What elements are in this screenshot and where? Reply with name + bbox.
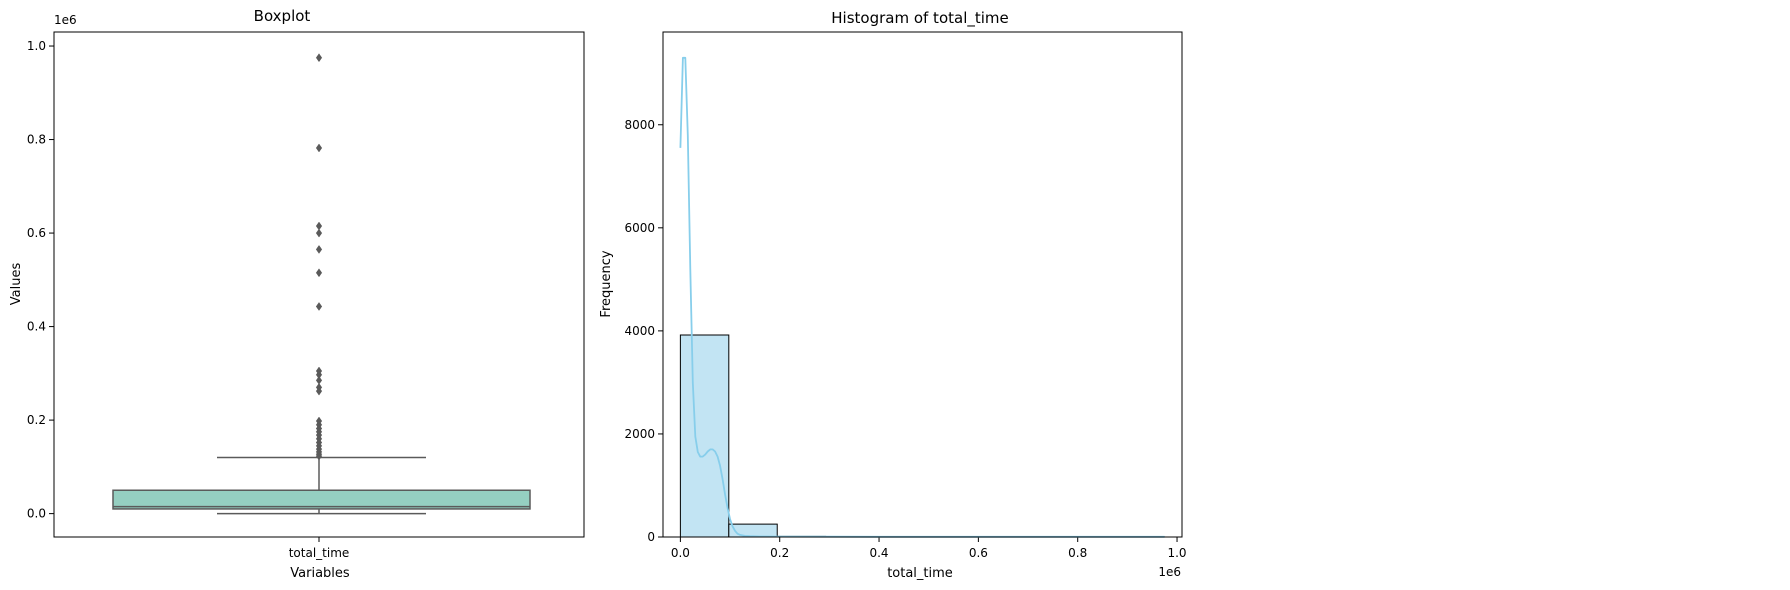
boxplot-outlier: [315, 386, 323, 396]
boxplot-y-tick-label: 1.0: [27, 39, 46, 53]
boxplot-y-tick-label: 0.6: [27, 226, 46, 240]
boxplot-y-offset-label: 1e6: [54, 13, 77, 27]
boxplot-box: [112, 489, 531, 510]
boxplot-outlier: [315, 228, 323, 238]
boxplot-y-tick-label: 0.8: [27, 133, 46, 147]
histogram-y-tick-label: 0: [647, 530, 655, 544]
boxplot-outlier: [315, 244, 323, 254]
histogram-axes-frame: [662, 31, 1183, 538]
histogram-y-tick-label: 8000: [624, 118, 655, 132]
histogram-x-tick-label: 1.0: [1167, 546, 1186, 560]
histogram-bar: [728, 523, 778, 538]
histogram-x-axis-title: total_time: [887, 566, 953, 581]
boxplot-outlier: [315, 53, 323, 63]
boxplot-outlier: [315, 302, 323, 311]
boxplot-axes-frame: [53, 31, 585, 538]
histogram-y-axis-title: Frequency: [599, 250, 614, 317]
histogram-marks: [679, 56, 1166, 538]
histogram-x-tick-label: 0.6: [969, 546, 988, 560]
histogram-x-tick-label: 0.4: [869, 546, 888, 560]
boxplot-panel: Boxplot 1e6 0.0 0.2 0.4 0.6 0.8 1.0 total_time…: [9, 7, 585, 581]
histogram-y-tick-label: 6000: [624, 221, 655, 235]
boxplot-y-tick-label: 0.2: [27, 413, 46, 427]
histogram-y-tick-label: 2000: [624, 427, 655, 441]
boxplot-ticks: 0.0 0.2 0.4 0.6 0.8 1.0 total_time: [27, 39, 349, 560]
histogram-x-tick-label: 0.2: [770, 546, 789, 560]
boxplot-x-axis-title: Variables: [290, 566, 350, 581]
boxplot-title: Boxplot: [254, 7, 311, 25]
histogram-ticks: 0 2000 4000 6000 8000 0.0 0.2 0.4 0.6 0.8 1.0: [624, 118, 1186, 560]
boxplot-y-tick-label: 0.0: [27, 507, 46, 521]
histogram-panel: Histogram of total_time 1e6 0 2000 4000 600…: [599, 9, 1187, 581]
boxplot-y-axis-title: Values: [9, 263, 24, 306]
histogram-x-tick-label: 0.0: [671, 546, 690, 560]
boxplot-marks: [112, 53, 531, 515]
boxplot-y-tick-label: 0.4: [27, 320, 46, 334]
boxplot-outlier: [315, 451, 323, 461]
histogram-kde-line: [679, 56, 1165, 538]
histogram-title: Histogram of total_time: [831, 9, 1009, 28]
histogram-y-tick-label: 4000: [624, 324, 655, 338]
boxplot-outlier: [315, 268, 323, 278]
histogram-x-tick-label: 0.8: [1068, 546, 1087, 560]
histogram-x-offset-label: 1e6: [1158, 565, 1181, 579]
histogram-bar: [679, 334, 730, 538]
boxplot-outlier: [315, 143, 323, 153]
boxplot-x-tick-label: total_time: [289, 546, 350, 560]
